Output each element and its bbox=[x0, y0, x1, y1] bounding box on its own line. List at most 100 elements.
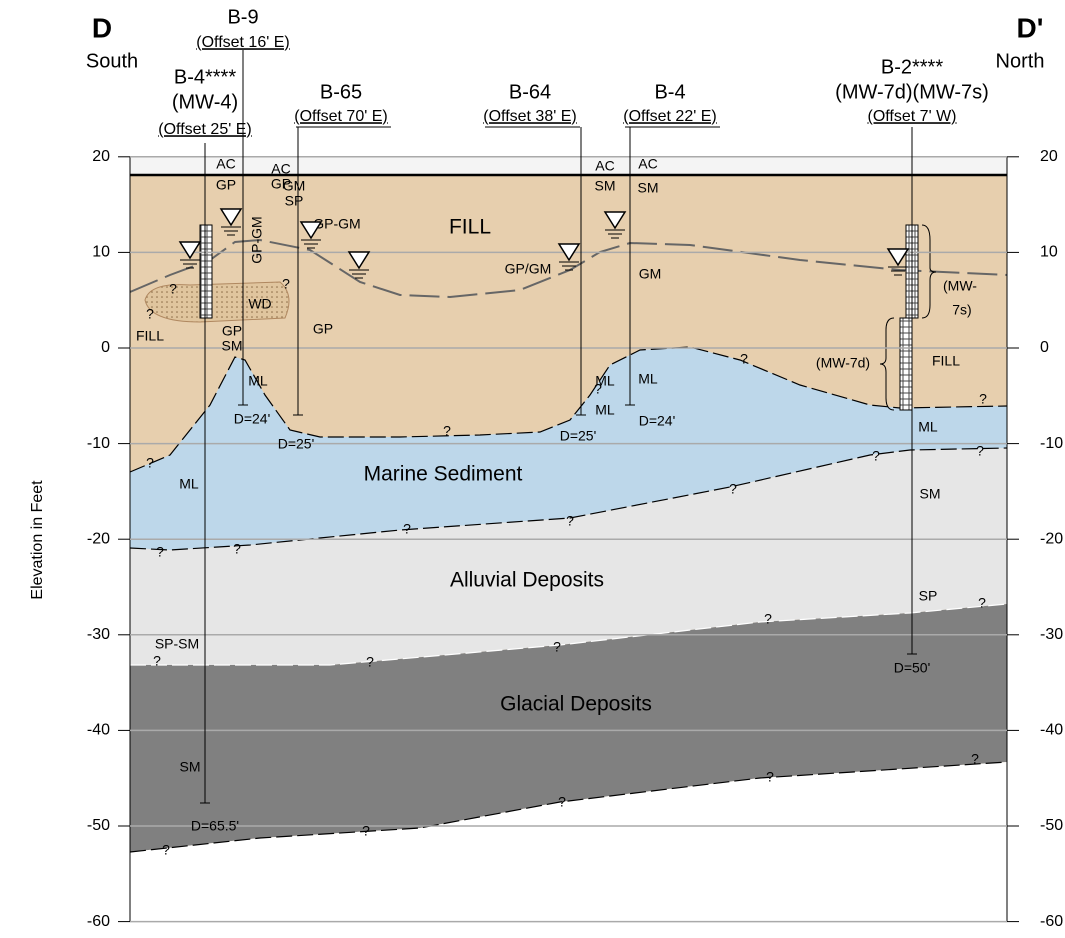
y-tick-label: 10 bbox=[1040, 244, 1058, 261]
unit-label: FILL bbox=[449, 216, 491, 239]
layers bbox=[130, 157, 1007, 938]
soil-label: GP bbox=[216, 177, 236, 193]
well-screen bbox=[200, 225, 212, 318]
boring-name: B-9 bbox=[227, 6, 258, 28]
boring-name: B-4 bbox=[654, 81, 685, 103]
soil-label: GP/GM bbox=[505, 261, 552, 277]
soil-label: GP bbox=[313, 321, 333, 337]
section-letter: D bbox=[92, 12, 112, 43]
soil-label: SP bbox=[919, 588, 938, 604]
surface-band bbox=[130, 157, 1007, 175]
y-tick-label: 0 bbox=[1040, 339, 1049, 356]
boring-name: B-2**** bbox=[881, 56, 943, 78]
soil-label: SM bbox=[595, 178, 616, 194]
cross-section: D South D' North Elevation in Feet 20 20 1… bbox=[0, 0, 1065, 938]
y-tick-label: -50 bbox=[87, 817, 110, 834]
soil-label: SM bbox=[638, 180, 659, 196]
boring-name: B-4**** bbox=[174, 66, 236, 88]
uncertain-marker: ? bbox=[766, 769, 774, 785]
y-tick-label: -20 bbox=[87, 530, 110, 547]
offset: (Offset 70' E) bbox=[294, 108, 387, 125]
axis-label: Elevation in Feet bbox=[29, 480, 46, 600]
soil-label: GP bbox=[222, 323, 242, 339]
soil-label: (MW-7d) bbox=[816, 355, 870, 371]
soil-label: WD bbox=[248, 296, 271, 312]
y-tick-label: -10 bbox=[1040, 435, 1063, 452]
soil-label: D=50' bbox=[894, 660, 931, 676]
uncertain-marker: ? bbox=[553, 639, 561, 655]
y-tick-label: -60 bbox=[1040, 913, 1063, 930]
uncertain-marker: ? bbox=[233, 541, 241, 557]
uncertain-marker: ? bbox=[156, 544, 164, 560]
unit-label: Glacial Deposits bbox=[500, 693, 652, 716]
uncertain-marker: ? bbox=[558, 794, 566, 810]
soil-label: ML bbox=[638, 371, 658, 387]
soil-label: FILL bbox=[136, 328, 164, 344]
y-tick-label: 10 bbox=[92, 244, 110, 261]
uncertain-marker: ? bbox=[162, 842, 170, 858]
soil-label: SM bbox=[920, 486, 941, 502]
direction: North bbox=[996, 50, 1045, 72]
soil-label: SM bbox=[222, 338, 243, 354]
y-tick-label: -20 bbox=[1040, 530, 1063, 547]
boring-name: B-65 bbox=[320, 81, 362, 103]
soil-label: ML bbox=[918, 419, 938, 435]
uncertain-marker: ? bbox=[146, 455, 154, 471]
soil-label: D=65.5' bbox=[191, 818, 239, 834]
y-tick-label: -50 bbox=[1040, 817, 1063, 834]
well-screen bbox=[900, 318, 912, 410]
uncertain-marker: ? bbox=[169, 281, 177, 297]
soil-label: SM bbox=[180, 759, 201, 775]
y-tick-label: -30 bbox=[87, 626, 110, 643]
uncertain-marker: ? bbox=[971, 751, 979, 767]
soil-label: AC bbox=[271, 161, 290, 177]
uncertain-marker: ? bbox=[153, 653, 161, 669]
uncertain-marker: ? bbox=[146, 306, 154, 322]
soil-label: AC bbox=[216, 156, 235, 172]
uncertain-marker: ? bbox=[978, 595, 986, 611]
uncertain-marker: ? bbox=[282, 276, 290, 292]
y-tick-label: -40 bbox=[87, 722, 110, 739]
well-name: (MW-4) bbox=[172, 91, 238, 113]
unit-label: Alluvial Deposits bbox=[450, 569, 604, 592]
soil-label: D=25' bbox=[278, 436, 315, 452]
y-tick-label: -60 bbox=[87, 913, 110, 930]
uncertain-marker: ? bbox=[729, 481, 737, 497]
uncertain-marker: ? bbox=[366, 654, 374, 670]
direction: South bbox=[86, 50, 138, 72]
uncertain-marker: ? bbox=[872, 448, 880, 464]
soil-label: 7s) bbox=[952, 302, 971, 318]
y-tick-label: -40 bbox=[1040, 722, 1063, 739]
soil-label: D=24' bbox=[639, 413, 676, 429]
section-letter: D' bbox=[1017, 12, 1044, 43]
y-tick-label: 20 bbox=[92, 148, 110, 165]
soil-label: GM bbox=[283, 178, 306, 194]
soil-label: ML bbox=[179, 476, 199, 492]
offset: (Offset 38' E) bbox=[483, 108, 576, 125]
soil-label: GM bbox=[639, 266, 662, 282]
uncertain-marker: ? bbox=[979, 391, 987, 407]
soil-label: GP-GM bbox=[249, 216, 265, 263]
offset: (Offset 16' E) bbox=[196, 34, 289, 51]
soil-label: D=25' bbox=[560, 428, 597, 444]
offset: (Offset 7' W) bbox=[868, 108, 957, 125]
offset: (Offset 25' E) bbox=[158, 121, 251, 138]
soil-label: FILL bbox=[932, 353, 960, 369]
uncertain-marker: ? bbox=[566, 513, 574, 529]
soil-label: D=24' bbox=[234, 411, 271, 427]
y-tick-label: -10 bbox=[87, 435, 110, 452]
uncertain-marker: ? bbox=[594, 381, 602, 397]
soil-label: SP-SM bbox=[155, 636, 199, 652]
soil-label: AC bbox=[638, 156, 657, 172]
y-tick-label: -30 bbox=[1040, 626, 1063, 643]
uncertain-marker: ? bbox=[443, 423, 451, 439]
y-tick-label: 20 bbox=[1040, 148, 1058, 165]
soil-label: ML bbox=[595, 402, 615, 418]
soil-label: AC bbox=[595, 158, 614, 174]
soil-label: (MW- bbox=[943, 278, 977, 294]
uncertain-marker: ? bbox=[740, 351, 748, 367]
well-name: (MW-7d)(MW-7s) bbox=[835, 81, 989, 103]
offset: (Offset 22' E) bbox=[623, 108, 716, 125]
boring-name: B-64 bbox=[509, 81, 551, 103]
soil-label: ML bbox=[248, 373, 268, 389]
